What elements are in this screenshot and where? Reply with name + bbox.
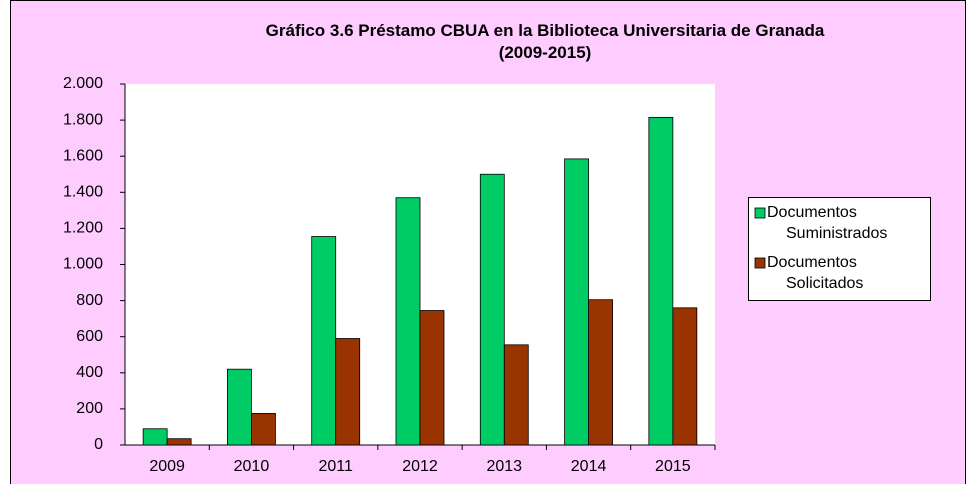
y-tick-label: 1.200 (63, 220, 103, 237)
bar (311, 236, 337, 446)
bar (166, 438, 192, 446)
y-tick-label: 400 (76, 364, 103, 381)
y-tick-label: 200 (76, 400, 103, 417)
bar (672, 307, 698, 446)
legend (748, 197, 931, 301)
x-tick-label: 2010 (234, 458, 270, 475)
y-tick-label: 600 (76, 328, 103, 345)
legend-swatch (754, 257, 766, 269)
bar (419, 310, 445, 446)
y-tick-label: 800 (76, 292, 103, 309)
x-tick-label: 2011 (319, 458, 354, 475)
x-tick-label: 2013 (486, 458, 522, 475)
bar (588, 299, 613, 446)
x-tick-label: 2009 (149, 458, 185, 475)
y-tick-label: 1.800 (63, 111, 103, 128)
bar (227, 368, 252, 446)
bar (479, 173, 505, 446)
x-tick-label: 2012 (402, 458, 438, 475)
x-tick-label: 2015 (655, 458, 691, 475)
x-tick-label: 2014 (571, 458, 607, 475)
legend-swatch (754, 207, 766, 219)
bar (251, 413, 276, 446)
y-tick-label: 1.000 (63, 256, 103, 273)
y-tick-label: 1.600 (63, 147, 103, 164)
legend-label: Documentos Solicitados (767, 254, 863, 292)
bar (503, 344, 529, 446)
legend-label: Documentos Suministrados (767, 204, 887, 242)
bar (648, 116, 674, 446)
y-tick-label: 2.000 (63, 75, 103, 92)
y-tick-label: 0 (94, 436, 103, 453)
bar (142, 428, 168, 446)
bar (395, 197, 421, 446)
bar (335, 338, 361, 446)
y-tick-label: 1.400 (63, 184, 103, 201)
chart-title: Gráfico 3.6 Préstamo CBUA en la Bibliote… (266, 21, 825, 62)
bar (564, 158, 589, 446)
